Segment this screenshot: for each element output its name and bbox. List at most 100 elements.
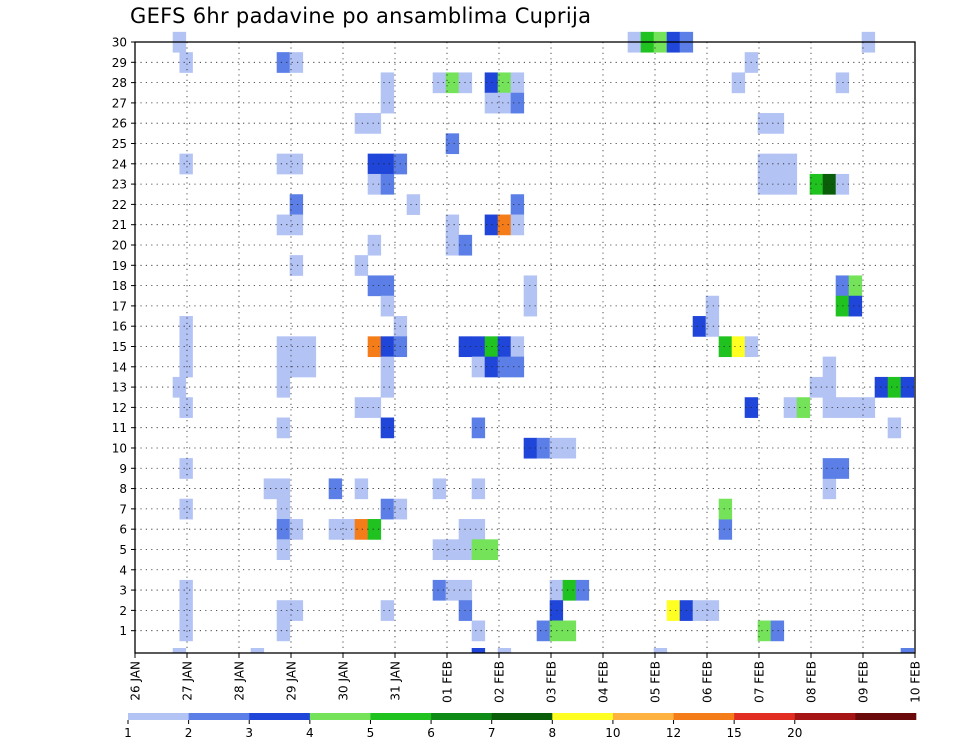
precip-cell [367,336,382,358]
precip-cell [432,72,447,94]
precip-cell [822,458,837,479]
y-tick-label: 15 [112,340,127,354]
precip-cell [874,376,889,398]
precip-cell [367,173,382,195]
colorbar-swatch [128,713,189,720]
colorbar-label: 1 [124,726,132,740]
precip-cell [289,336,304,358]
x-tick-label: 26 JAN [129,661,143,701]
y-tick-label: 27 [112,96,127,110]
colorbar-label: 8 [548,726,556,740]
chart-title: GEFS 6hr padavine po ansamblima Cuprija [130,4,592,28]
precip-cell [822,478,837,500]
precip-cell [380,173,395,195]
precip-cell [887,417,902,439]
y-tick-label: 30 [112,36,127,50]
precip-cell [302,356,317,378]
y-tick-label: 2 [119,604,127,618]
precip-cell [510,194,525,215]
precip-cell [705,295,720,317]
precip-cell [380,295,395,317]
precip-cell [432,579,447,601]
precip-cell [276,376,291,398]
precip-cell [380,92,395,114]
precip-cell [179,153,193,175]
x-tick-label: 31 JAN [389,661,403,701]
precip-cell [471,417,486,439]
y-tick-label: 21 [112,218,127,232]
colorbar-swatch [794,713,856,720]
precip-cell [445,133,460,155]
precip-cell [289,214,304,236]
y-tick-label: 28 [112,76,127,90]
colorbar-label: 15 [727,726,742,740]
precip-cell [900,648,915,654]
precip-cell [497,214,512,236]
precip-cell [822,397,837,418]
precip-cell [575,579,590,601]
precip-cell [367,397,382,418]
precip-cell [179,52,193,73]
precip-cell [770,620,785,642]
precip-cell [380,336,395,358]
x-tick-label: 03 FEB [545,661,559,703]
precip-cell [510,72,525,94]
precip-cell [380,72,395,94]
y-tick-label: 5 [119,543,127,557]
x-tick-label: 30 JAN [337,661,351,701]
y-tick-label: 7 [119,502,127,516]
precip-cell [653,648,668,654]
precip-cell [822,173,837,195]
precip-cell [380,356,395,378]
precip-cell [354,478,369,500]
x-tick-label: 27 JAN [181,661,195,701]
precip-cell [432,539,447,561]
precip-cell [471,648,486,654]
precip-cell [497,92,512,114]
precip-cell [510,336,525,358]
y-tick-label: 20 [112,238,127,252]
precip-cell [179,316,193,337]
precip-cell [354,255,369,276]
precip-cell [497,648,512,654]
y-tick-label: 29 [112,56,127,70]
colorbar-swatch [370,713,432,720]
precip-cell [276,417,291,439]
y-tick-label: 9 [119,462,127,476]
precip-cell [380,498,395,520]
precip-cell [536,437,551,459]
colorbar-label: 4 [306,726,314,740]
y-tick-label: 6 [119,523,127,537]
precip-cell [848,295,863,317]
precip-cell [276,52,291,73]
plot-frame [134,41,916,654]
precip-cell [757,113,772,134]
x-tick-label: 04 FEB [597,661,611,703]
precip-cell [250,648,265,654]
precip-cell [302,336,317,358]
precip-cell [562,579,577,601]
precip-cell [354,113,369,134]
precip-cell [757,153,772,175]
precip-cell [497,356,512,378]
colorbar-swatch [673,713,735,720]
precip-cell [770,113,785,134]
precip-cell [276,214,291,236]
y-tick-label: 26 [112,117,127,131]
precip-cells [172,31,915,654]
colorbar-label: 10 [605,726,620,740]
precip-cell [692,600,707,621]
precip-cell [471,620,486,642]
colorbar-swatch [188,713,250,720]
y-tick-label: 13 [112,381,127,395]
colorbar-swatch [855,713,917,720]
x-tick-label: 05 FEB [649,661,663,703]
x-tick-label: 06 FEB [701,661,715,703]
y-tick-label: 4 [119,563,127,577]
precip-cell [289,519,304,540]
colorbar-label: 5 [367,726,375,740]
x-tick-label: 10 FEB [909,661,923,703]
y-tick-label: 12 [112,401,127,415]
precip-cell [276,539,291,561]
